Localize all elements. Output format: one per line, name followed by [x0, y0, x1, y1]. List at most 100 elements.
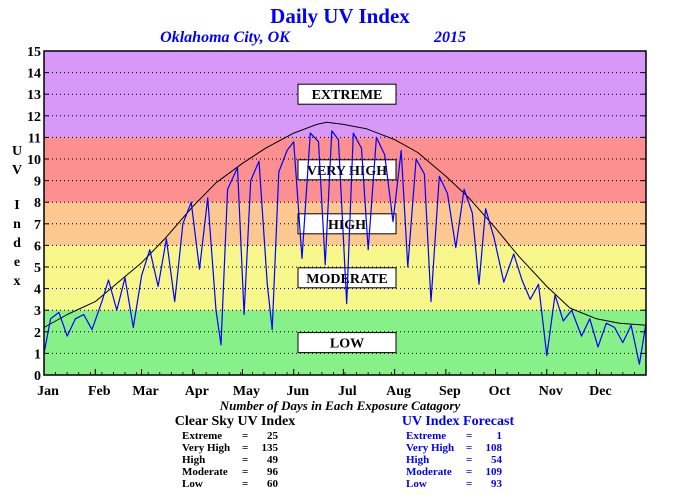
forecast-stat-equals: =: [466, 442, 473, 454]
forecast-stat-equals: =: [466, 454, 473, 466]
forecast-stat-value: 1: [496, 430, 503, 442]
clear-sky-stat-equals: =: [242, 442, 249, 454]
clear-sky-stat-label: High: [182, 454, 206, 466]
forecast-stat-equals: =: [466, 478, 473, 490]
forecast-stat-row: Extreme = 1: [406, 430, 533, 442]
x-tick-label: Dec: [589, 384, 612, 399]
band-label-very-high: VERY HIGH: [297, 159, 397, 181]
forecast-stat-row: High = 54: [406, 454, 533, 466]
x-axis-label: Number of Days in Each Exposure Catagory: [219, 398, 461, 413]
y-tick-label: 8: [34, 196, 41, 211]
forecast-stat-label: Moderate: [406, 466, 452, 478]
forecast-stat-label: High: [406, 454, 430, 466]
y-label-letter: n: [13, 217, 21, 232]
y-tick-label: 11: [28, 131, 41, 146]
band-label-box: [297, 159, 397, 181]
y-label-letter: I: [14, 198, 19, 213]
chart-location: Oklahoma City, OK: [160, 29, 291, 46]
forecast-stat-label: Very High: [406, 442, 455, 454]
forecast-stat-label: Low: [406, 478, 427, 490]
x-tick-label: Feb: [88, 384, 111, 399]
y-tick-label: 14: [27, 67, 41, 82]
forecast-stat-row: Very High = 108: [406, 442, 533, 454]
band-label-high: HIGH: [297, 213, 397, 235]
x-tick-label: May: [233, 384, 260, 399]
series-line-clear-sky: [43, 121, 647, 328]
series-line-forecast: [43, 130, 647, 365]
clear-sky-stat-label: Extreme: [182, 430, 223, 442]
band-label-text: MODERATE: [306, 272, 387, 287]
y-label-letter: U: [12, 144, 22, 159]
forecast-stat-value: 109: [485, 466, 503, 478]
band-label-box: [297, 332, 397, 354]
forecast-stat-label: Extreme: [406, 430, 447, 442]
x-tick-label: Jun: [286, 384, 309, 399]
clear-sky-stat-value: 49: [267, 454, 278, 466]
series-lines: [43, 121, 647, 365]
x-tick-label: Apr: [185, 384, 209, 399]
y-tick-label: 0: [34, 369, 41, 384]
band-label-box: [297, 83, 397, 105]
y-label-letter: x: [14, 274, 21, 289]
x-tick-label: Sep: [439, 384, 461, 399]
clear-sky-stat-equals: =: [242, 454, 249, 466]
forecast-stat-value: 54: [491, 454, 502, 466]
y-tick-label: 10: [27, 153, 41, 168]
forecast-stats-rows: Extreme = 1 Very High = 108 High = 54 Moderate = 10…: [406, 430, 533, 490]
y-label-letter: e: [14, 255, 20, 270]
forecast-stat-value: 108: [485, 442, 503, 454]
y-axis-label: UV Index: [12, 144, 22, 289]
y-label-letter: V: [12, 163, 22, 178]
forecast-stat-row: Low = 93: [406, 478, 533, 490]
clear-sky-stat-row: Moderate = 96: [182, 466, 310, 478]
clear-sky-stat-equals: =: [242, 466, 249, 478]
x-axis-ticks: Jan Feb Mar Apr May Jun Jul Aug Sep Oct Nov Dec: [37, 369, 647, 399]
clear-sky-stat-row: Extreme = 25: [182, 430, 310, 442]
y-tick-label: 1: [34, 347, 41, 362]
chart-title: Daily UV Index: [270, 4, 410, 28]
chart-year: 2015: [433, 29, 466, 46]
forecast-stats: UV Index Forecast Extreme = 1 Very High = 108…: [383, 414, 533, 490]
y-tick-label: 4: [34, 283, 41, 298]
clear-sky-stat-value: 96: [267, 466, 278, 478]
x-tick-label: Oct: [489, 384, 511, 399]
clear-sky-stats: Clear Sky UV Index Extreme = 25 Very High = 1…: [160, 414, 310, 490]
band-labels: LOW MODERATE HIGH VERY HIGH EXTREME: [297, 83, 397, 354]
y-tick-label: 15: [27, 45, 41, 60]
y-tick-label: 2: [34, 326, 41, 341]
clear-sky-stat-row: Low = 60: [182, 478, 310, 490]
x-tick-label: Aug: [386, 384, 411, 399]
clear-sky-stat-row: Very High = 135: [182, 442, 310, 454]
band-label-moderate: MODERATE: [297, 267, 397, 289]
clear-sky-stat-value: 25: [267, 430, 278, 442]
forecast-stats-title: UV Index Forecast: [401, 414, 515, 429]
forecast-stat-equals: =: [466, 466, 473, 478]
clear-sky-stat-value: 60: [267, 478, 278, 490]
band-label-extreme: EXTREME: [297, 83, 397, 105]
y-tick-label: 13: [27, 88, 41, 103]
band-label-text: EXTREME: [312, 88, 383, 103]
x-tick-label: Jul: [338, 384, 357, 399]
x-tick-label: Jan: [37, 384, 59, 399]
y-tick-label: 12: [27, 110, 41, 125]
y-tick-label: 3: [34, 304, 41, 319]
clear-sky-stat-label: Very High: [182, 442, 231, 454]
forecast-stat-equals: =: [466, 430, 473, 442]
y-tick-label: 9: [34, 175, 41, 190]
band-label-low: LOW: [297, 332, 397, 354]
clear-sky-stats-title: Clear Sky UV Index: [174, 414, 296, 429]
clear-sky-stat-row: High = 49: [182, 454, 310, 466]
y-tick-label: 7: [34, 218, 41, 233]
band-label-text: HIGH: [328, 218, 366, 233]
forecast-stat-value: 93: [491, 478, 502, 490]
clear-sky-stat-value: 135: [261, 442, 279, 454]
y-label-letter: d: [13, 236, 21, 251]
x-tick-label: Nov: [539, 384, 563, 399]
band-label-text: VERY HIGH: [307, 164, 387, 179]
band-label-text: LOW: [330, 337, 364, 352]
y-tick-label: 6: [34, 239, 41, 254]
clear-sky-stat-label: Low: [182, 478, 203, 490]
clear-sky-stat-equals: =: [242, 478, 249, 490]
